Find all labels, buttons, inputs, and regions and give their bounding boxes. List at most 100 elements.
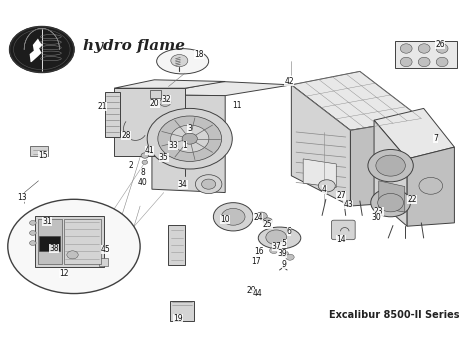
Text: 38: 38 <box>49 244 59 252</box>
Text: 4: 4 <box>322 185 327 194</box>
Polygon shape <box>64 219 101 264</box>
Ellipse shape <box>400 57 412 67</box>
Bar <box>30 146 48 156</box>
Polygon shape <box>114 80 225 88</box>
Circle shape <box>195 175 222 194</box>
Text: 24: 24 <box>254 213 263 222</box>
Polygon shape <box>152 81 292 96</box>
Ellipse shape <box>156 49 209 74</box>
Circle shape <box>263 218 273 224</box>
Text: 11: 11 <box>232 100 242 110</box>
Text: 13: 13 <box>18 193 27 202</box>
Text: 6: 6 <box>287 227 292 236</box>
Circle shape <box>158 116 222 162</box>
Text: 17: 17 <box>251 257 261 266</box>
Circle shape <box>8 199 140 293</box>
Text: 28: 28 <box>121 131 131 140</box>
Polygon shape <box>35 216 104 267</box>
Circle shape <box>67 251 78 259</box>
Circle shape <box>182 133 197 144</box>
Text: 31: 31 <box>42 217 52 226</box>
Text: 40: 40 <box>137 178 147 187</box>
Polygon shape <box>303 159 336 188</box>
Text: 7: 7 <box>433 134 438 143</box>
FancyBboxPatch shape <box>331 220 355 240</box>
Polygon shape <box>374 108 455 159</box>
Polygon shape <box>170 301 193 321</box>
Circle shape <box>280 251 289 257</box>
Text: 22: 22 <box>407 195 417 204</box>
Ellipse shape <box>436 44 448 53</box>
Ellipse shape <box>436 57 448 67</box>
Text: 2: 2 <box>128 161 133 170</box>
Circle shape <box>171 54 188 67</box>
Text: 37: 37 <box>272 242 282 251</box>
Circle shape <box>29 241 36 245</box>
Text: 32: 32 <box>162 96 172 104</box>
Text: Excalibur 8500-II Series: Excalibur 8500-II Series <box>328 310 459 320</box>
Text: 39: 39 <box>277 249 287 258</box>
Polygon shape <box>379 181 405 212</box>
Circle shape <box>201 179 216 189</box>
Text: 18: 18 <box>194 50 204 59</box>
Text: 23: 23 <box>374 207 383 216</box>
Polygon shape <box>105 92 120 137</box>
Circle shape <box>171 125 209 152</box>
Text: 27: 27 <box>336 191 346 200</box>
Polygon shape <box>374 120 407 226</box>
Circle shape <box>376 155 405 176</box>
Text: 43: 43 <box>343 200 353 209</box>
Polygon shape <box>152 95 225 193</box>
Text: 26: 26 <box>436 40 445 49</box>
Circle shape <box>29 220 36 225</box>
Text: 44: 44 <box>253 289 262 298</box>
Text: 25: 25 <box>263 220 273 229</box>
Circle shape <box>318 180 335 192</box>
Polygon shape <box>168 224 185 265</box>
Circle shape <box>147 108 232 169</box>
Polygon shape <box>395 41 457 68</box>
Circle shape <box>371 189 410 217</box>
Circle shape <box>141 153 149 158</box>
Text: 3: 3 <box>187 124 192 133</box>
Text: 29: 29 <box>246 286 256 295</box>
Text: 45: 45 <box>101 245 110 254</box>
Ellipse shape <box>418 57 430 67</box>
Polygon shape <box>39 236 60 251</box>
Bar <box>99 258 109 266</box>
Text: 5: 5 <box>282 239 287 247</box>
Text: 10: 10 <box>220 215 230 224</box>
Circle shape <box>286 254 294 260</box>
Polygon shape <box>292 85 350 206</box>
Ellipse shape <box>400 44 412 53</box>
Text: 15: 15 <box>38 151 48 160</box>
Text: 8: 8 <box>140 168 145 177</box>
Polygon shape <box>37 219 62 264</box>
Circle shape <box>29 231 36 235</box>
Ellipse shape <box>258 227 301 249</box>
Polygon shape <box>114 88 185 155</box>
Circle shape <box>9 27 74 72</box>
Bar <box>150 90 161 98</box>
Polygon shape <box>407 147 455 226</box>
Text: 30: 30 <box>372 213 381 222</box>
Text: 9: 9 <box>282 261 287 269</box>
Text: hydro flame: hydro flame <box>83 39 185 53</box>
Text: 21: 21 <box>98 102 107 111</box>
Text: 1: 1 <box>182 141 187 150</box>
Text: 33: 33 <box>168 141 178 150</box>
Text: 41: 41 <box>145 146 155 155</box>
Polygon shape <box>292 71 421 130</box>
Circle shape <box>368 149 413 182</box>
Text: 20: 20 <box>150 99 160 108</box>
Circle shape <box>213 203 253 231</box>
Circle shape <box>142 160 148 164</box>
Text: 34: 34 <box>178 180 188 189</box>
Text: 35: 35 <box>159 153 169 162</box>
Circle shape <box>159 98 171 106</box>
Circle shape <box>419 177 443 194</box>
Text: 12: 12 <box>59 269 68 278</box>
Text: 16: 16 <box>255 247 264 256</box>
Circle shape <box>256 212 267 220</box>
Circle shape <box>378 193 403 212</box>
